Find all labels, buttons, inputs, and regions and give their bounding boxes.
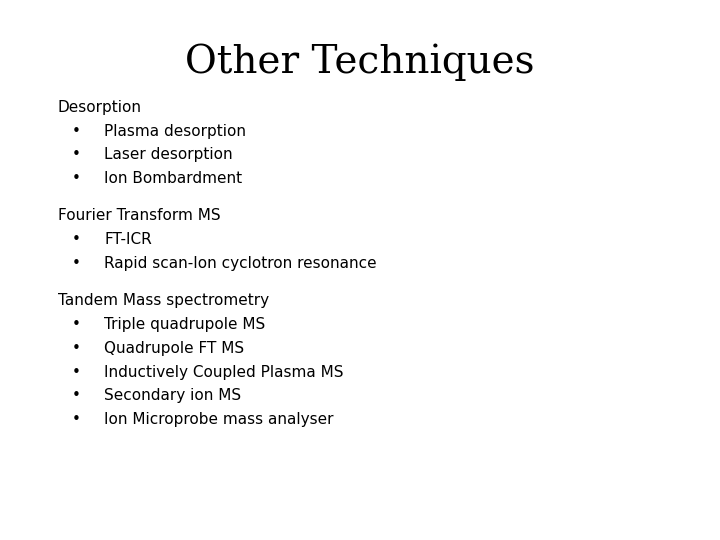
Text: Other Techniques: Other Techniques bbox=[185, 43, 535, 80]
Text: Laser desorption: Laser desorption bbox=[104, 147, 233, 163]
Text: Desorption: Desorption bbox=[58, 100, 142, 115]
Text: Secondary ion MS: Secondary ion MS bbox=[104, 388, 241, 403]
Text: Rapid scan-Ion cyclotron resonance: Rapid scan-Ion cyclotron resonance bbox=[104, 256, 377, 271]
Text: Tandem Mass spectrometry: Tandem Mass spectrometry bbox=[58, 293, 269, 308]
Text: Quadrupole FT MS: Quadrupole FT MS bbox=[104, 341, 245, 356]
Text: Triple quadrupole MS: Triple quadrupole MS bbox=[104, 317, 266, 332]
Text: •: • bbox=[72, 147, 81, 163]
Text: Inductively Coupled Plasma MS: Inductively Coupled Plasma MS bbox=[104, 364, 344, 380]
Text: •: • bbox=[72, 341, 81, 356]
Text: Plasma desorption: Plasma desorption bbox=[104, 124, 246, 139]
Text: •: • bbox=[72, 256, 81, 271]
Text: •: • bbox=[72, 412, 81, 427]
Text: •: • bbox=[72, 124, 81, 139]
Text: Ion Bombardment: Ion Bombardment bbox=[104, 171, 243, 186]
Text: FT-ICR: FT-ICR bbox=[104, 232, 152, 247]
Text: •: • bbox=[72, 388, 81, 403]
Text: •: • bbox=[72, 317, 81, 332]
Text: Ion Microprobe mass analyser: Ion Microprobe mass analyser bbox=[104, 412, 334, 427]
Text: •: • bbox=[72, 171, 81, 186]
Text: •: • bbox=[72, 232, 81, 247]
Text: Fourier Transform MS: Fourier Transform MS bbox=[58, 208, 220, 224]
Text: •: • bbox=[72, 364, 81, 380]
